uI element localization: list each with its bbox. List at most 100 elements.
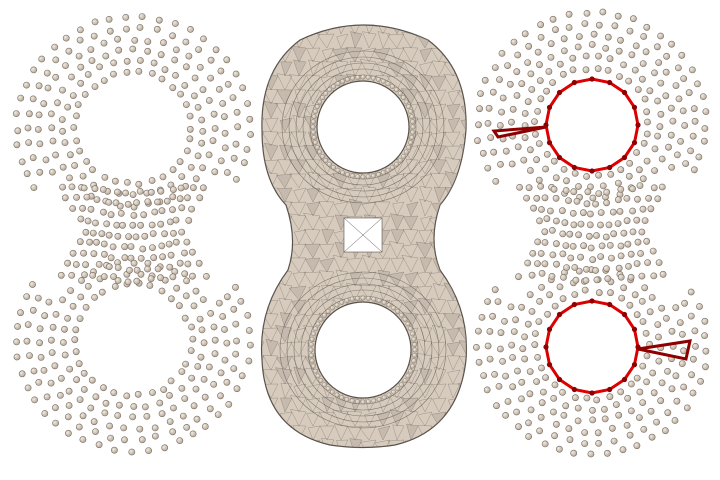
mesh-triangle	[347, 425, 363, 441]
sample-point	[23, 337, 31, 345]
mesh-triangle	[401, 381, 419, 399]
sample-point	[502, 147, 510, 155]
mesh-vertex	[331, 84, 336, 89]
sample-point	[530, 204, 537, 212]
sample-point	[195, 259, 203, 267]
sample-point	[194, 152, 202, 160]
sample-point	[671, 417, 679, 424]
mesh-triangle	[460, 117, 467, 133]
sample-point	[537, 250, 545, 257]
mesh-triangle	[321, 61, 335, 77]
sample-point	[562, 402, 570, 410]
sample-point	[189, 184, 197, 192]
sample-point	[29, 95, 37, 103]
sample-point	[668, 163, 676, 171]
tube-ring	[295, 62, 431, 192]
mesh-triangle	[289, 173, 307, 189]
sample-point	[509, 354, 516, 361]
mesh-vertex	[355, 295, 360, 301]
sample-point	[151, 208, 159, 216]
sample-point	[126, 266, 133, 274]
sample-point	[121, 254, 129, 262]
sample-point	[145, 447, 152, 454]
sample-point	[634, 238, 642, 246]
sample-point	[42, 156, 50, 164]
mesh-vertex	[320, 153, 325, 159]
sample-point	[178, 204, 186, 212]
sample-point	[92, 428, 99, 435]
sample-point	[217, 157, 225, 165]
mesh-triangle	[359, 58, 377, 77]
sample-point	[628, 407, 635, 415]
sample-point	[148, 70, 156, 77]
mesh-triangle	[388, 271, 405, 287]
sample-point	[165, 240, 173, 248]
sample-point	[633, 374, 641, 382]
mesh-triangle	[417, 411, 433, 427]
sample-point	[677, 137, 684, 145]
mesh-vertex	[315, 321, 321, 327]
mesh-triangle	[334, 60, 349, 77]
mesh-triangle	[280, 61, 293, 77]
sample-point	[90, 32, 98, 40]
sample-point	[166, 218, 174, 226]
sample-point	[123, 392, 131, 400]
sample-point	[68, 73, 75, 81]
sample-point	[649, 247, 657, 255]
sample-point	[672, 372, 680, 380]
sample-point	[587, 244, 595, 252]
mesh-vertex	[406, 144, 412, 150]
sample-point	[509, 383, 517, 391]
sample-point	[205, 363, 213, 371]
sample-point	[172, 46, 180, 54]
mesh-vertex	[311, 363, 316, 369]
mesh-triangle	[361, 201, 377, 217]
mesh-triangle	[319, 257, 335, 273]
mesh-triangle	[346, 411, 363, 427]
sample-point	[171, 20, 179, 27]
mesh-triangle	[457, 438, 467, 448]
sample-point	[200, 339, 208, 347]
loop-vertex	[621, 311, 628, 318]
sample-point	[546, 291, 553, 299]
sample-point	[87, 205, 95, 213]
mesh-triangle	[346, 257, 363, 273]
loop-tail	[637, 339, 692, 361]
mesh-triangle	[306, 47, 321, 63]
sample-point	[38, 55, 46, 63]
mesh-triangle	[434, 425, 447, 441]
mesh-triangle	[405, 159, 419, 175]
sample-point	[24, 321, 32, 328]
sample-point	[571, 291, 579, 298]
sample-point	[680, 383, 688, 391]
sample-point	[572, 276, 580, 284]
sample-point	[559, 207, 566, 215]
sample-point	[221, 144, 229, 152]
sample-point	[518, 378, 526, 386]
sample-point	[155, 16, 163, 24]
sample-point	[244, 311, 252, 319]
sample-point	[632, 42, 640, 50]
sample-point	[586, 232, 593, 240]
mesh-vertex	[365, 399, 371, 405]
sample-point	[559, 295, 567, 303]
sample-point	[114, 412, 122, 419]
sample-point	[144, 38, 152, 45]
mesh-triangle	[416, 101, 433, 119]
mesh-vertex	[349, 296, 355, 302]
sample-point	[560, 411, 568, 419]
sample-point	[574, 417, 582, 425]
mesh-triangle	[261, 327, 279, 343]
sample-point	[701, 332, 708, 339]
sample-point	[81, 91, 89, 98]
sample-point	[182, 360, 189, 368]
sample-point	[605, 221, 613, 229]
sample-point	[472, 343, 480, 351]
sample-point	[77, 293, 85, 301]
sample-point	[107, 254, 115, 262]
sample-point	[207, 56, 215, 64]
sample-point	[149, 389, 156, 396]
sample-point	[189, 335, 197, 343]
sample-point	[200, 35, 207, 43]
mesh-triangle	[364, 411, 377, 427]
